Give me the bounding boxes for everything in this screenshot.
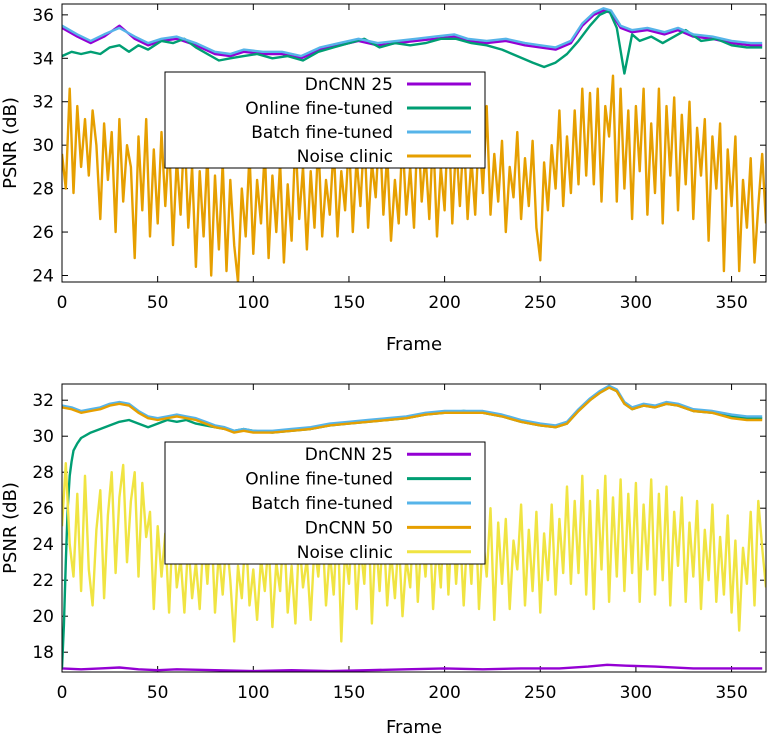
y-axis-label: PSNR (dB) — [0, 482, 21, 574]
y-tick-label: 24 — [32, 266, 54, 286]
legend-label: Online fine-tuned — [245, 470, 393, 490]
x-tick-label: 200 — [428, 683, 460, 703]
series-lines — [62, 7, 766, 282]
y-tick-label: 34 — [32, 49, 54, 69]
x-tick-label: 50 — [147, 293, 169, 313]
x-tick-label: 250 — [524, 293, 556, 313]
x-tick-label: 100 — [237, 683, 269, 703]
legend-label: Noise clinic — [297, 543, 393, 563]
legend: DnCNN 25 Online fine-tuned Batch fine-tune… — [164, 71, 486, 169]
legend-label: DnCNN 25 — [305, 445, 393, 465]
legend-label: DnCNN 25 — [305, 75, 393, 95]
plot-frame — [61, 3, 767, 283]
y-tick-label: 28 — [32, 180, 54, 200]
x-axis-label: Frame — [386, 717, 442, 736]
plot-frame — [61, 383, 767, 673]
y-tick-label: 18 — [32, 643, 54, 663]
series-line-online-fine-tuned — [62, 9, 763, 75]
series-line-noise-clinic — [62, 74, 766, 282]
legend: DnCNN 25 Online fine-tuned Batch fine-tune… — [164, 441, 486, 565]
series-line-dncnn-50 — [62, 386, 763, 434]
x-tick-label: 150 — [333, 683, 365, 703]
y-tick-label: 22 — [32, 571, 54, 591]
legend-label: Batch fine-tuned — [251, 494, 393, 514]
chart-panel-2: 0 50 100 150 200 250 300 350 18 20 22 24 26 28 30 32 Fra… — [0, 383, 767, 738]
y-tick-label: 30 — [32, 427, 54, 447]
x-tick-label: 350 — [715, 293, 747, 313]
x-tick-label: 150 — [333, 293, 365, 313]
x-tick-label: 300 — [620, 683, 652, 703]
x-tick-label: 100 — [237, 293, 269, 313]
chart-panel-1: 0 50 100 150 200 250 300 350 24 26 28 30 32 34 36 Frame… — [0, 3, 767, 355]
legend-label: Online fine-tuned — [245, 99, 393, 119]
legend-label: Batch fine-tuned — [251, 123, 393, 143]
y-tick-label: 32 — [32, 391, 54, 411]
x-tick-label: 0 — [57, 683, 68, 703]
x-tick-label: 300 — [620, 293, 652, 313]
x-axis-label: Frame — [386, 334, 442, 355]
series-line-dncnn-25 — [62, 663, 763, 672]
x-tick-label: 50 — [147, 683, 169, 703]
y-tick-label: 36 — [32, 6, 54, 26]
y-tick-label: 30 — [32, 136, 54, 156]
y-tick-label: 26 — [32, 499, 54, 519]
x-tick-label: 200 — [428, 293, 460, 313]
series-line-batch-fine-tuned — [62, 7, 763, 58]
y-tick-label: 26 — [32, 223, 54, 243]
legend-box — [164, 71, 486, 169]
x-tick-label: 0 — [57, 293, 68, 313]
x-tick-label: 250 — [524, 683, 556, 703]
y-tick-label: 32 — [32, 93, 54, 113]
legend-label: Noise clinic — [297, 147, 393, 167]
series-line-batch-fine-tuned — [62, 384, 763, 432]
y-tick-label: 20 — [32, 607, 54, 627]
y-tick-label: 24 — [32, 535, 54, 555]
series-line-dncnn-25 — [62, 9, 763, 60]
legend-label: DnCNN 50 — [305, 518, 393, 538]
y-tick-label: 28 — [32, 463, 54, 483]
x-tick-label: 350 — [715, 683, 747, 703]
y-axis-label: PSNR (dB) — [0, 97, 21, 189]
